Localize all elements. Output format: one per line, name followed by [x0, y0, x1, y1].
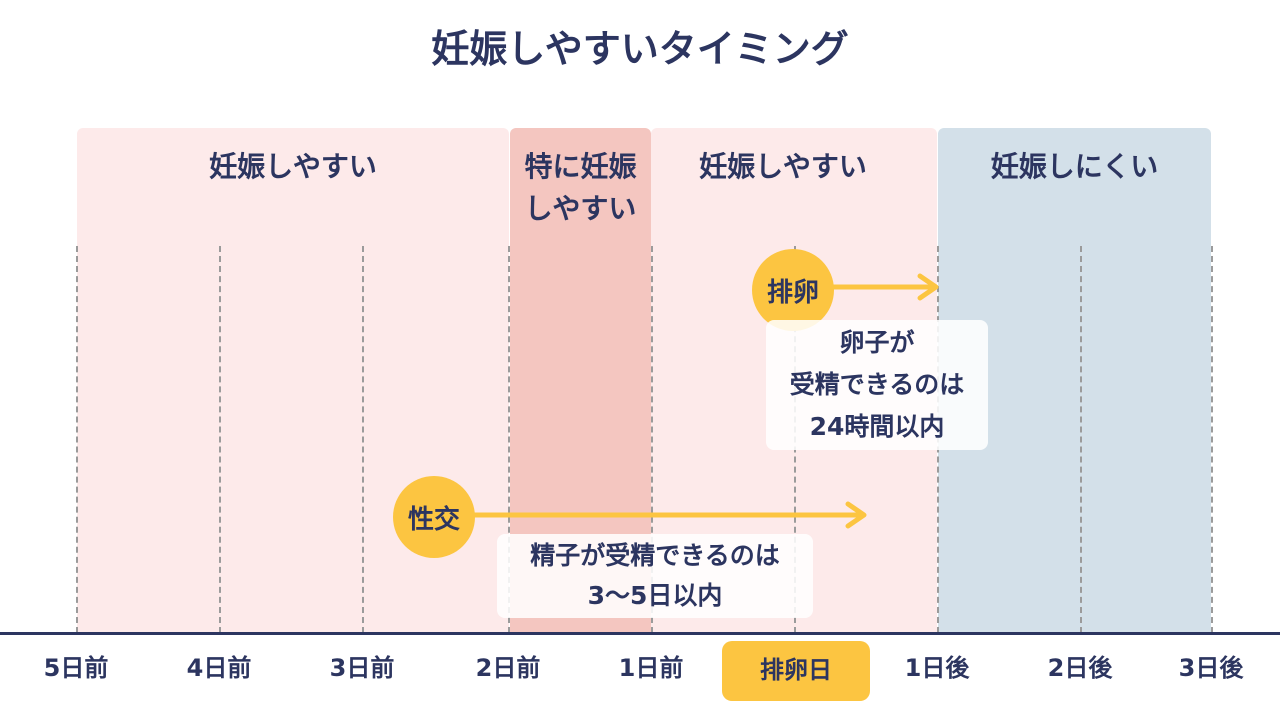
diagram-title: 妊娠しやすいタイミング	[431, 27, 849, 71]
tick-3-days-after: 3日後	[1178, 654, 1244, 682]
day-line	[219, 246, 221, 633]
zone-label-late: 妊娠しやすい	[699, 150, 867, 183]
ovulation-label: 排卵	[766, 277, 819, 308]
day-line	[362, 246, 364, 633]
timeline-axis	[0, 632, 1280, 635]
tick-1-day-after: 1日後	[904, 654, 970, 682]
tick-2-days-after: 2日後	[1047, 654, 1113, 682]
tick-3-days-before: 3日前	[329, 654, 395, 682]
ovulation-arrow	[820, 273, 939, 301]
egg-note-line: 受精できるのは	[789, 370, 965, 399]
day-line	[651, 246, 653, 633]
intercourse-label: 性交	[407, 504, 460, 535]
day-line	[1211, 246, 1213, 633]
tick-ovulation-day: 排卵日	[722, 641, 870, 701]
zone-label-peak: 特に妊娠 しやすい	[524, 150, 637, 225]
zone-label-early: 妊娠しやすい	[209, 150, 377, 183]
tick-1-day-before: 1日前	[618, 654, 684, 682]
day-line	[1080, 246, 1082, 633]
sperm-note-line: 精子が受精できるのは	[530, 541, 780, 570]
sperm-note-line: 3〜5日以内	[587, 581, 723, 610]
intercourse-arrow	[466, 501, 867, 529]
tick-2-days-before: 2日前	[475, 654, 541, 682]
zone-fertile-early	[77, 128, 509, 633]
egg-lifespan-note: 卵子が 受精できるのは 24時間以内	[766, 320, 988, 450]
intercourse-marker: 性交	[393, 476, 475, 558]
egg-note-line: 24時間以内	[809, 412, 945, 441]
tick-5-days-before: 5日前	[43, 654, 109, 682]
tick-4-days-before: 4日前	[186, 654, 252, 682]
day-line	[76, 246, 78, 633]
egg-note-line: 卵子が	[839, 328, 915, 357]
ovulation-marker: 排卵	[752, 249, 834, 331]
day-line	[508, 246, 510, 633]
zone-label-after: 妊娠しにくい	[990, 150, 1159, 183]
sperm-lifespan-note: 精子が受精できるのは 3〜5日以内	[497, 534, 813, 618]
